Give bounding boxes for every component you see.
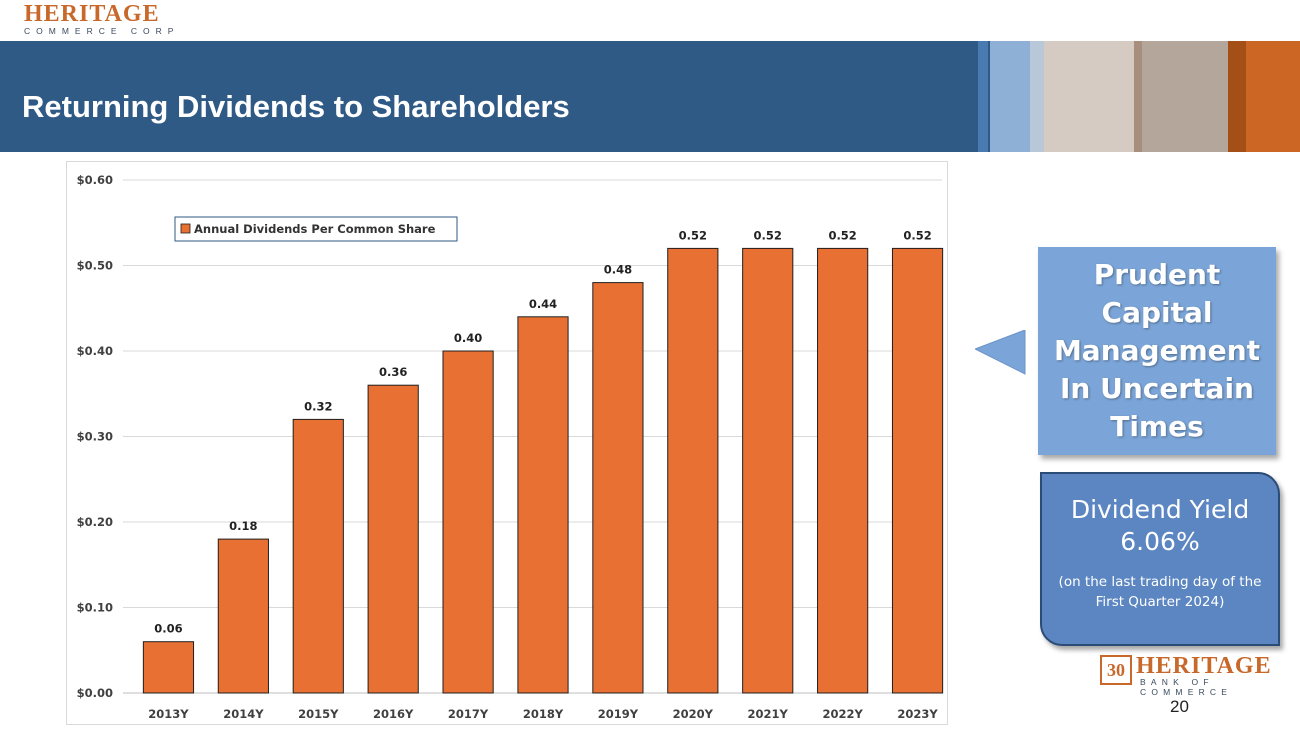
legend-label: Annual Dividends Per Common Share xyxy=(194,222,436,236)
slide-title: Returning Dividends to Shareholders xyxy=(22,89,570,124)
callout-text: Prudent Capital Management In Uncertain … xyxy=(1053,258,1261,443)
bar-data-label: 0.44 xyxy=(529,297,557,311)
x-tick-label: 2014Y xyxy=(223,707,264,721)
x-tick-label: 2017Y xyxy=(448,707,489,721)
x-tick-label: 2022Y xyxy=(822,707,863,721)
bottom-logo-wordmark: HERITAGE xyxy=(1136,653,1272,679)
bar xyxy=(817,247,869,694)
y-tick-label: $0.30 xyxy=(77,430,113,444)
bar-data-label: 0.52 xyxy=(828,228,856,242)
bar-data-label: 0.48 xyxy=(604,263,632,277)
bar xyxy=(442,350,494,694)
bar-data-label: 0.32 xyxy=(304,399,332,413)
y-tick-label: $0.00 xyxy=(77,686,113,700)
title-banner: Returning Dividends to Shareholders xyxy=(0,41,1300,152)
anniversary-badge: 30 xyxy=(1100,655,1132,685)
bar-data-label: 0.40 xyxy=(454,331,482,345)
bar xyxy=(217,538,269,694)
x-tick-label: 2020Y xyxy=(673,707,714,721)
y-tick-label: $0.20 xyxy=(77,515,113,529)
bar-data-label: 0.52 xyxy=(679,228,707,242)
y-tick-label: $0.50 xyxy=(77,259,113,273)
dividend-yield-label: Dividend Yield xyxy=(1070,495,1250,524)
dividend-yield-box: Dividend Yield 6.06% (on the last tradin… xyxy=(1040,472,1280,646)
x-tick-label: 2013Y xyxy=(148,707,189,721)
x-tick-label: 2021Y xyxy=(748,707,789,721)
x-tick-label: 2023Y xyxy=(897,707,938,721)
logo-wordmark: HERITAGE xyxy=(24,1,160,27)
logo-subtitle: COMMERCE CORP xyxy=(24,26,180,36)
prudent-capital-callout: Prudent Capital Management In Uncertain … xyxy=(1038,247,1276,455)
y-tick-label: $0.10 xyxy=(77,601,113,615)
bar xyxy=(367,384,419,694)
bar-data-label: 0.06 xyxy=(154,622,182,636)
legend-box xyxy=(174,216,458,242)
heritage-bank-of-commerce-logo: 30 HERITAGE BANK OF COMMERCE xyxy=(1100,653,1290,697)
dividend-yield-value: 6.06% xyxy=(1120,527,1200,556)
callout-pointer-arrow xyxy=(975,330,1026,375)
data-labels: 0.06 0.18 0.32 0.36 0.40 0.44 0.48 0.52 0.52 0.52… xyxy=(154,228,931,635)
x-tick-label: 2016Y xyxy=(373,707,414,721)
y-axis-tick-labels: $0.00 $0.10 $0.20 $0.30 $0.40 $0.50 $0.60 xyxy=(77,173,113,700)
x-tick-label: 2019Y xyxy=(598,707,639,721)
bottom-logo-subtitle: BANK OF COMMERCE xyxy=(1140,677,1233,697)
heritage-commerce-corp-logo: HERITAGE COMMERCE CORP xyxy=(24,2,204,38)
legend-swatch xyxy=(180,223,191,234)
bar xyxy=(517,316,569,694)
legend: Annual Dividends Per Common Share xyxy=(174,216,458,242)
bar-data-label: 0.36 xyxy=(379,365,407,379)
bar xyxy=(742,247,794,694)
bar xyxy=(142,641,195,694)
chart-canvas: $0.00 $0.10 $0.20 $0.30 $0.40 $0.50 $0.60 0.06… xyxy=(77,173,944,721)
bar-data-label: 0.18 xyxy=(229,519,257,533)
y-tick-label: $0.40 xyxy=(77,344,113,358)
y-tick-label: $0.60 xyxy=(77,173,113,187)
bar-data-label: 0.52 xyxy=(903,228,931,242)
dividend-yield-note: (on the last trading day of the First Qu… xyxy=(1058,574,1262,610)
page-number: 20 xyxy=(1170,697,1189,716)
bar xyxy=(891,247,944,694)
bar-data-label: 0.52 xyxy=(754,228,782,242)
bar xyxy=(667,247,719,694)
bar xyxy=(292,418,344,694)
dividend-bar-chart: $0.00 $0.10 $0.20 $0.30 $0.40 $0.50 $0.60 0.06… xyxy=(66,161,948,725)
banner-decorative-stripes xyxy=(960,41,1300,152)
bar xyxy=(592,282,644,694)
x-tick-label: 2018Y xyxy=(523,707,564,721)
bars xyxy=(142,247,944,694)
x-axis-tick-labels: 2013Y 2014Y 2015Y 2016Y 2017Y 2018Y 2019Y 2020Y… xyxy=(148,707,938,721)
x-tick-label: 2015Y xyxy=(298,707,339,721)
